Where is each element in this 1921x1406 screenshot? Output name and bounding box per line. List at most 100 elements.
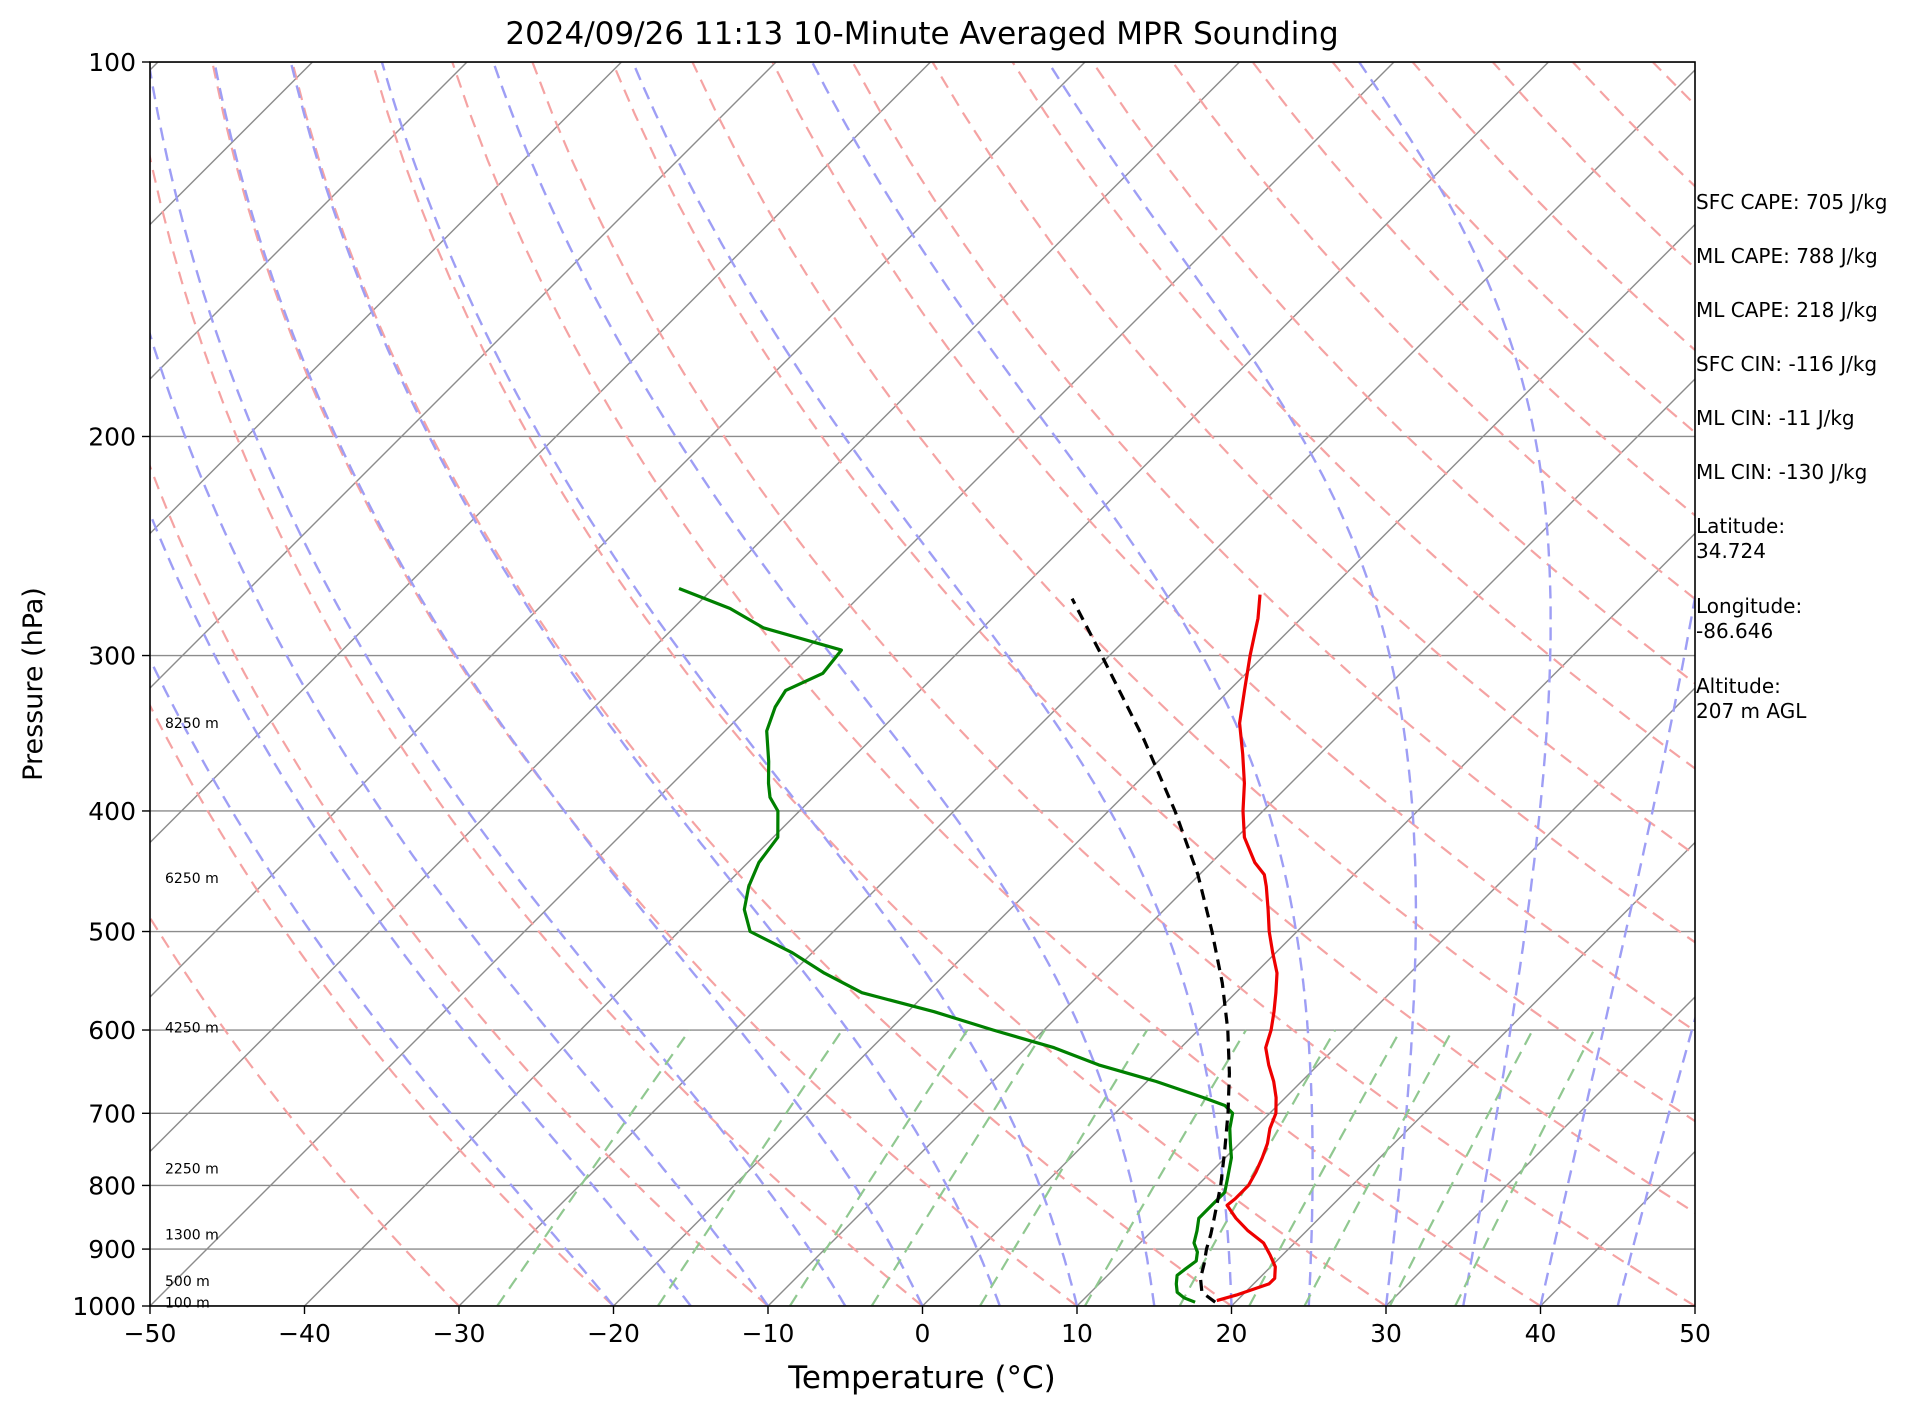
isotherm-line [458,69,1695,1306]
stat-item: Latitude: 34.724 [1696,514,1785,564]
moist-adiabat-line [1616,1014,1695,1306]
y-tick-label: 100 [88,48,136,77]
moist-adiabat-line [1047,62,1418,1306]
mixing-ratio-line [979,1029,1149,1306]
height-label: 1300 m [165,1227,219,1243]
stat-item: Longitude: -86.646 [1696,594,1802,644]
x-tick-label: −50 [124,1319,177,1348]
dry-adiabat-line [451,62,1542,1306]
mixing-ratio-line [656,1029,844,1306]
stat-text: -86.646 [1696,619,1774,643]
moist-adiabat-line [150,510,692,1306]
height-label: 500 m [165,1274,210,1290]
isotherm-line [150,62,622,535]
y-tick-label: 200 [88,422,136,451]
y-tick-label: 500 [88,918,136,947]
x-tick-label: −30 [433,1319,486,1348]
stat-text: 207 m AGL [1696,699,1807,723]
dry-adiabat-line [211,62,1078,1306]
isotherm-line [150,62,1086,998]
moist-adiabat-line [150,656,615,1306]
isotherm-line [922,532,1695,1306]
isotherm-line [150,62,1240,1153]
mixing-ratio-line [1303,1029,1454,1306]
isotherm-line [150,62,1395,1306]
x-tick-label: 10 [1061,1319,1093,1348]
mixing-ratio-line [1454,1029,1595,1306]
y-axis-label: Pressure (hPa) [18,587,49,781]
isotherm-line [150,62,777,689]
stat-item: SFC CIN: -116 J/kg [1696,352,1877,377]
stat-item: ML CIN: -130 J/kg [1696,460,1867,485]
sounding-series [678,587,1279,1304]
isotherm-line [304,62,1549,1306]
y-tick-label: 900 [88,1235,136,1264]
mixing-ratio-line [870,1029,1046,1306]
x-tick-label: 20 [1216,1319,1248,1348]
dry-adiabat-line [150,151,924,1306]
moist-adiabat-line [289,62,1001,1306]
parcel-line [1070,597,1231,1304]
moist-adiabat-line [811,62,1314,1306]
y-tick-label: 1000 [72,1292,136,1321]
dry-adiabat-line [1011,62,1695,770]
stat-item: ML CIN: -11 J/kg [1696,406,1855,431]
dry-adiabat-line [931,62,1695,857]
stat-text: Latitude: [1696,514,1786,538]
stat-text: SFC CAPE: 705 J/kg [1696,190,1888,214]
moist-adiabat-line [492,62,1156,1306]
mixing-ratio-line [1083,1029,1247,1306]
stat-item: ML CAPE: 788 J/kg [1696,244,1878,269]
y-tick-label: 300 [88,642,136,671]
x-tick-label: 40 [1525,1319,1557,1348]
dry-adiabat-line [611,62,1695,1214]
stat-text: 34.724 [1696,539,1766,563]
dry-adiabat-line [150,463,769,1306]
x-tick-label: 0 [915,1319,931,1348]
isotherm-line [1076,687,1695,1306]
x-tick-label: −40 [278,1319,331,1348]
dewpoint-line [678,587,1235,1304]
mixing-ratio-line [1248,1029,1402,1306]
height-label: 6250 m [165,871,219,887]
mixing-ratio-line [1388,1029,1534,1306]
background-lines [150,62,1695,1306]
x-tick-label: 50 [1679,1319,1711,1348]
y-tick-label: 400 [88,797,136,826]
stat-item: Altitude: 207 m AGL [1696,674,1806,724]
temperature-line [1216,594,1279,1303]
stat-text: Longitude: [1696,594,1803,618]
moist-adiabat-line [150,63,847,1306]
dry-adiabat-line [531,62,1695,1306]
isotherm-line [1385,996,1695,1306]
stat-text: Altitude: [1696,674,1781,698]
y-axis: 100 200 300 400 500 600 700 800 900 1000 [72,48,150,1321]
stat-text: SFC CIN: -116 J/kg [1696,352,1878,376]
isotherm-line [1231,841,1695,1306]
stat-text: ML CIN: -11 J/kg [1696,406,1855,430]
dry-adiabat-line [851,62,1695,944]
y-tick-label: 800 [88,1171,136,1200]
height-label: 4250 m [165,1020,219,1036]
dry-adiabat-line [691,62,1695,1123]
height-label: 100 m [165,1296,210,1312]
x-axis: −50 −40 −30 −20 −10 0 10 20 30 40 50 [124,1306,1711,1348]
dry-adiabat-line [1091,62,1695,685]
stat-item: ML CAPE: 218 J/kg [1696,298,1878,323]
isotherm-line [613,223,1695,1306]
x-tick-label: −20 [587,1319,640,1348]
y-tick-label: 600 [88,1016,136,1045]
x-tick-label: −10 [742,1319,795,1348]
isotherm-line [150,62,468,380]
dry-adiabat-line [371,62,1387,1306]
isotherm-line [150,62,931,844]
moist-adiabat-line [631,62,1233,1306]
height-labels: 8250 m 6250 m 4250 m 2250 m 1300 m 500 m 100 m [165,716,219,1312]
moist-adiabat-line [1358,62,1552,1306]
isotherm-line [767,378,1695,1306]
x-axis-label: Temperature (°C) [787,1360,1056,1396]
stat-text: ML CAPE: 218 J/kg [1696,298,1878,322]
moist-adiabat-line [150,330,769,1306]
